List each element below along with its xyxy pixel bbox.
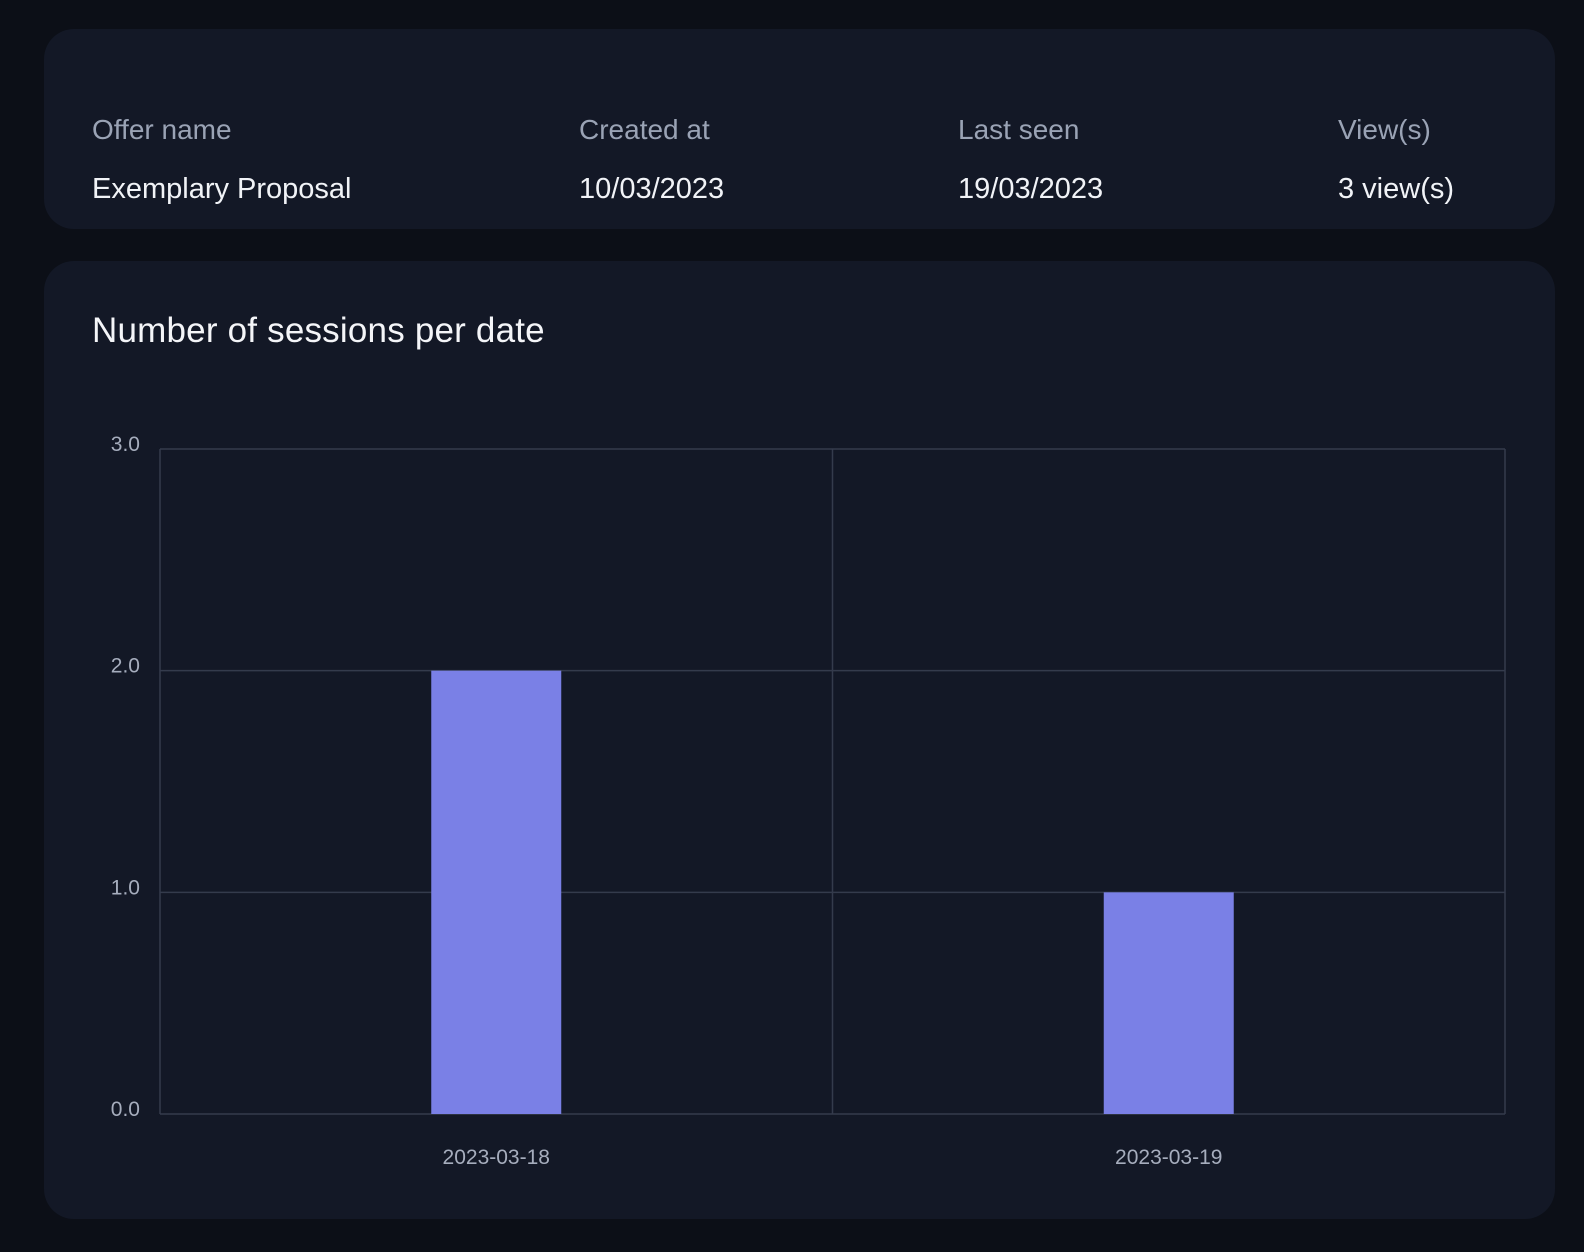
y-tick-label: 1.0 bbox=[111, 876, 140, 899]
x-tick-label: 2023-03-19 bbox=[1115, 1146, 1222, 1169]
y-tick-label: 2.0 bbox=[111, 655, 140, 678]
sessions-bar-chart: 0.0 1.0 2.0 3.0 2023-03-18 2023-03-19 bbox=[111, 433, 1506, 1169]
offer-info-card: Offer name Exemplary Proposal Created at… bbox=[44, 29, 1555, 229]
y-tick-label: 0.0 bbox=[111, 1098, 140, 1121]
views-value: 3 view(s) bbox=[1338, 173, 1455, 205]
views-label: View(s) bbox=[1338, 114, 1431, 145]
created-at-label: Created at bbox=[579, 114, 710, 145]
created-at-value: 10/03/2023 bbox=[579, 173, 725, 205]
y-tick-label: 3.0 bbox=[111, 433, 140, 456]
x-tick-label: 2023-03-18 bbox=[443, 1146, 550, 1169]
bar-2023-03-19[interactable] bbox=[1103, 892, 1234, 1114]
sessions-chart-card: Number of sessions per date 0.0 1.0 2.0 3.0… bbox=[44, 261, 1555, 1219]
chart-title: Number of sessions per date bbox=[92, 311, 545, 350]
last-seen-label: Last seen bbox=[958, 114, 1080, 145]
offer-name-value: Exemplary Proposal bbox=[92, 173, 352, 205]
offer-name-label: Offer name bbox=[92, 114, 232, 145]
last-seen-value: 19/03/2023 bbox=[958, 173, 1104, 205]
bar-2023-03-18[interactable] bbox=[431, 670, 562, 1114]
